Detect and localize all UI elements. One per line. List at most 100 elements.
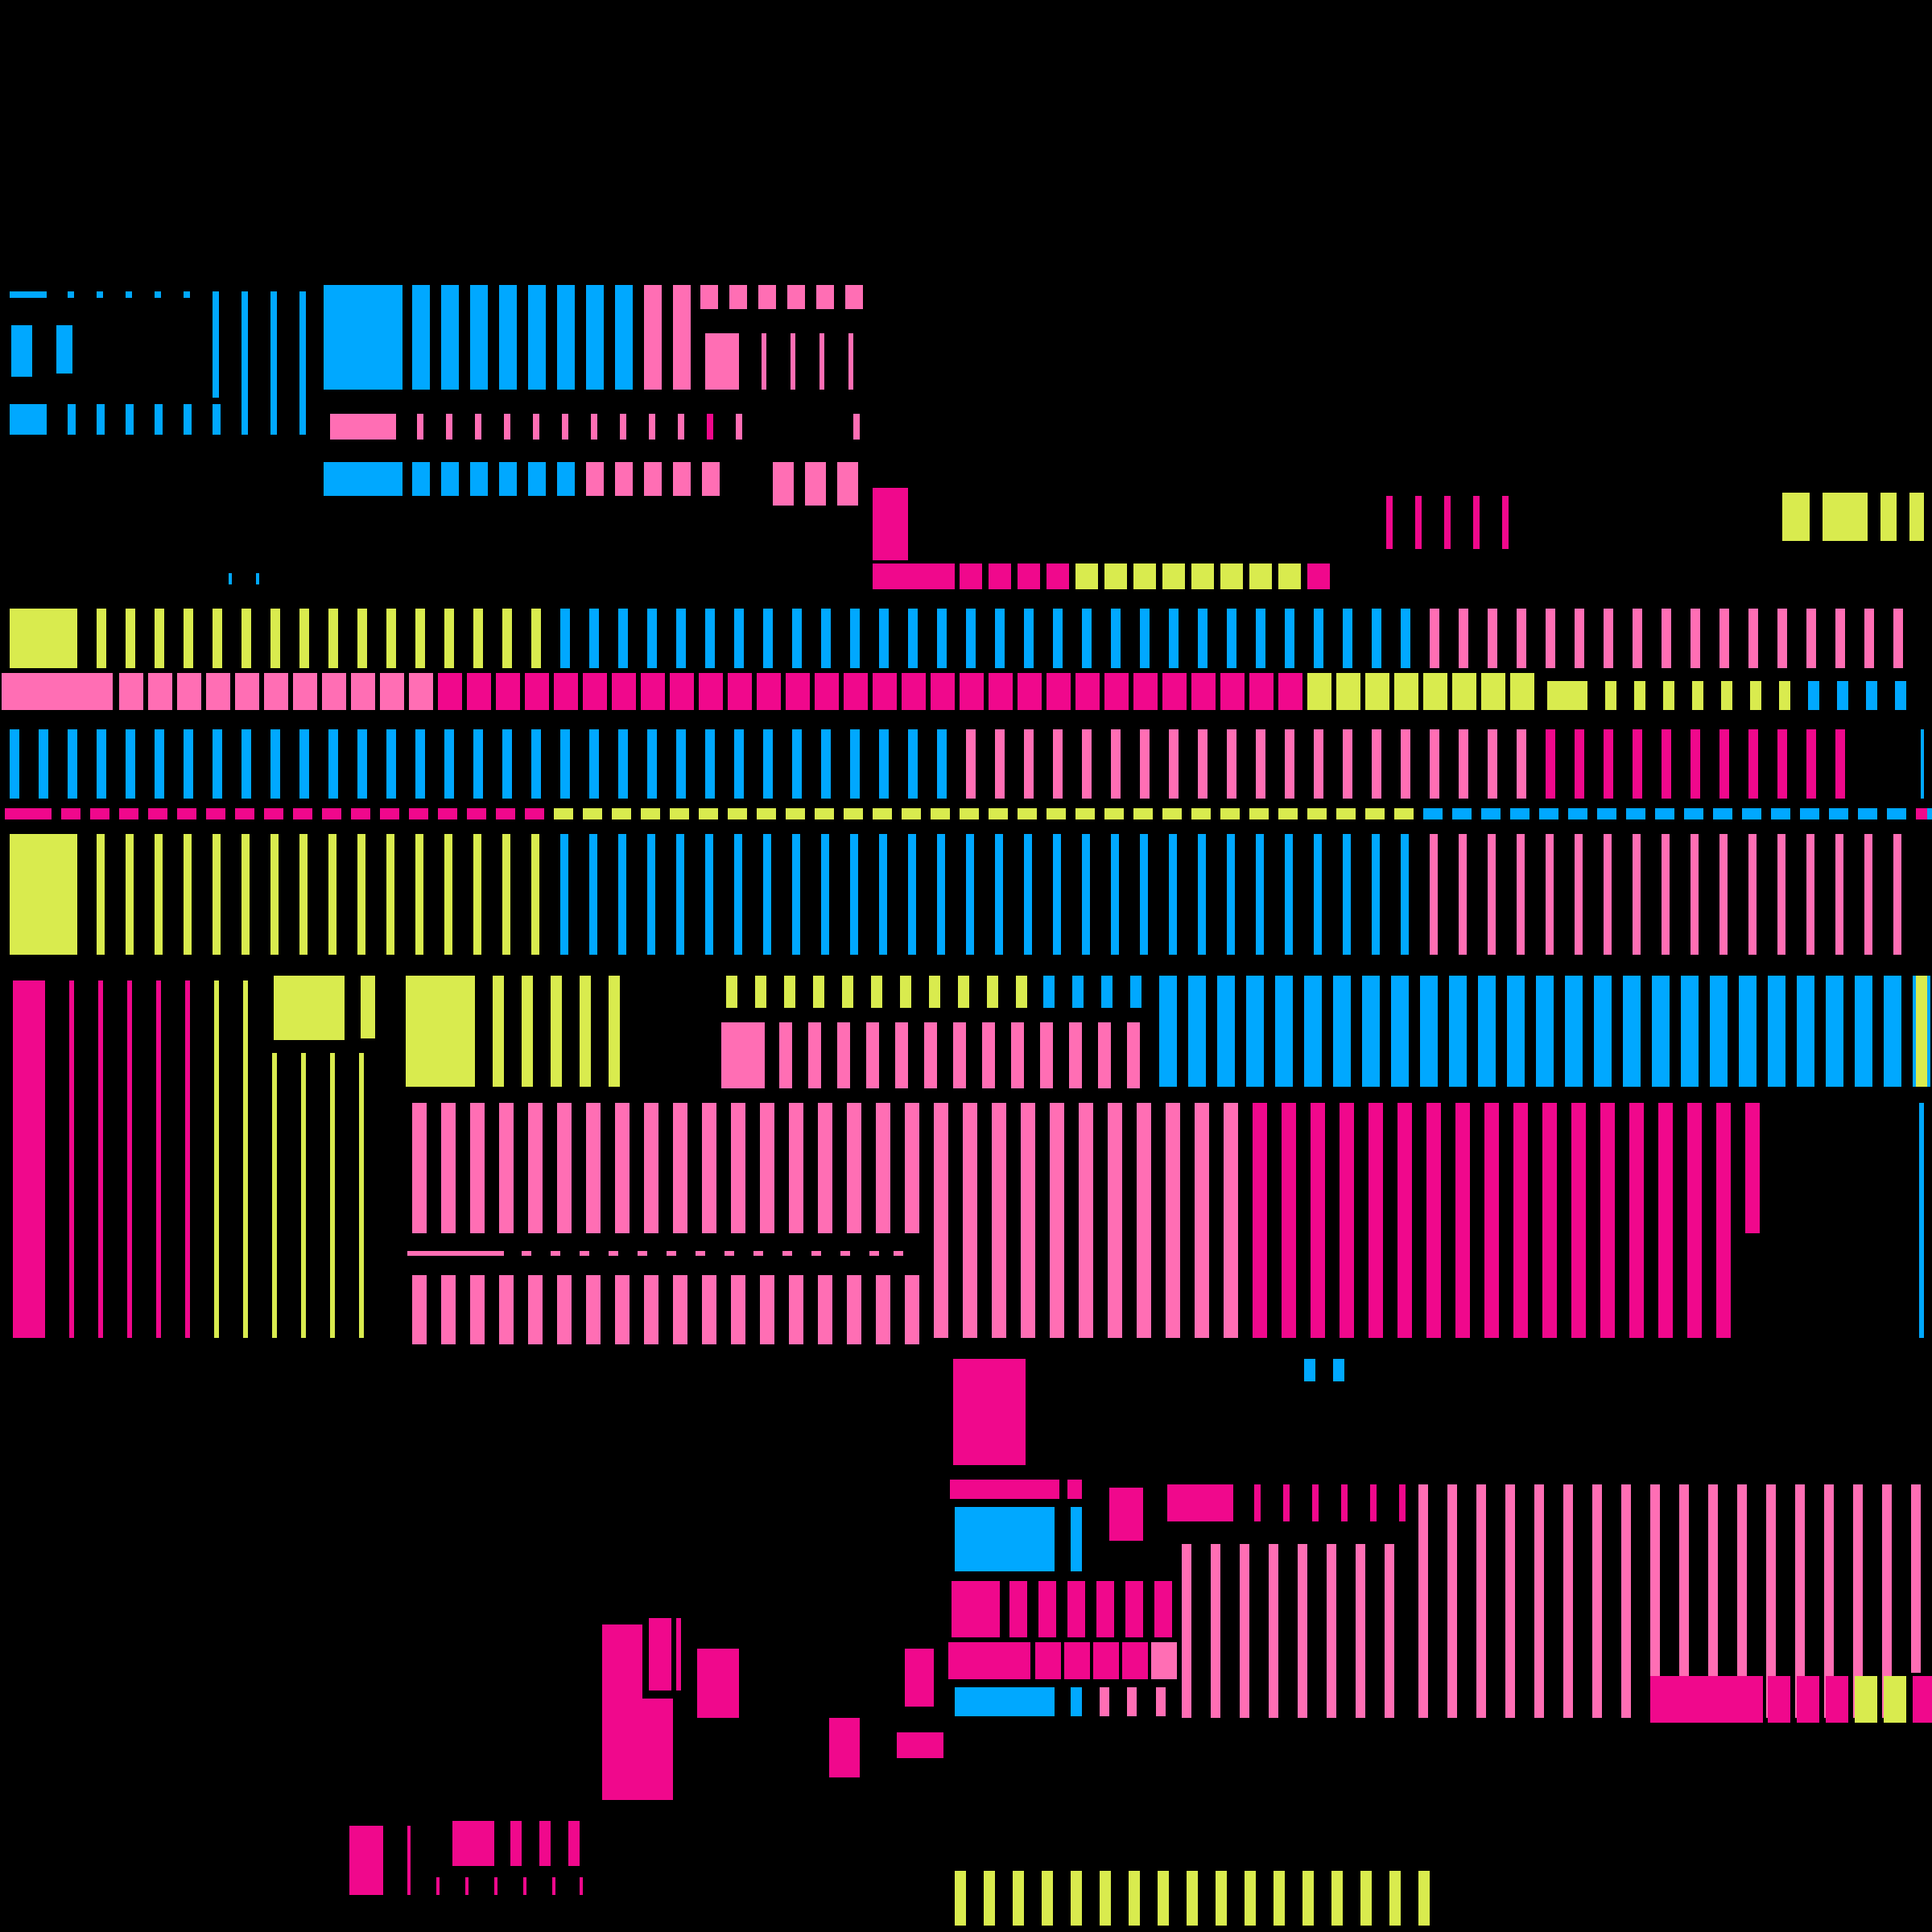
pattern-bar-295 xyxy=(264,808,283,819)
pattern-bar-132 xyxy=(1111,609,1121,668)
pattern-bar-207 xyxy=(1452,673,1476,710)
pattern-bar-667 xyxy=(1154,1581,1172,1637)
pattern-bar-133 xyxy=(1140,609,1150,668)
pattern-bar-6 xyxy=(213,291,219,398)
pattern-bar-405 xyxy=(1546,834,1554,955)
pattern-bar-349 xyxy=(1829,808,1848,819)
pattern-bar-339 xyxy=(1539,808,1558,819)
pattern-bar-290 xyxy=(119,808,138,819)
pattern-bar-504 xyxy=(673,1103,687,1233)
pattern-bar-131 xyxy=(1082,609,1092,668)
pattern-bar-299 xyxy=(380,808,399,819)
pattern-bar-463 xyxy=(1040,1022,1053,1088)
pattern-bar-435 xyxy=(551,976,562,1087)
pattern-bar-720 xyxy=(1360,1871,1372,1926)
pattern-bar-263 xyxy=(1198,729,1208,799)
pattern-bar-90 xyxy=(1473,496,1480,549)
pattern-bar-27 xyxy=(615,285,633,390)
pattern-bar-511 xyxy=(876,1103,890,1233)
pattern-bar-410 xyxy=(1690,834,1699,955)
pattern-bar-7 xyxy=(11,325,32,377)
pattern-bar-330 xyxy=(1278,808,1298,819)
pattern-bar-300 xyxy=(409,808,428,819)
pattern-bar-147 xyxy=(1546,609,1555,668)
pattern-bar-401 xyxy=(1430,834,1438,955)
pattern-bar-454 xyxy=(779,1022,792,1088)
pattern-bar-694 xyxy=(349,1826,383,1895)
pattern-bar-310 xyxy=(699,808,718,819)
pattern-bar-241 xyxy=(560,729,570,799)
pattern-bar-495 xyxy=(412,1103,427,1233)
pattern-bar-374 xyxy=(647,834,655,955)
pattern-bar-690 xyxy=(697,1649,739,1718)
pattern-bar-253 xyxy=(908,729,918,799)
pattern-bar-25 xyxy=(557,285,575,390)
pattern-bar-199 xyxy=(1220,673,1245,710)
pattern-bar-473 xyxy=(1333,976,1351,1087)
pattern-bar-393 xyxy=(1198,834,1206,955)
pattern-bar-24 xyxy=(528,285,546,390)
pattern-bar-320 xyxy=(989,808,1008,819)
pattern-bar-403 xyxy=(1488,834,1496,955)
pattern-bar-174 xyxy=(496,673,520,710)
pattern-bar-166 xyxy=(264,673,288,710)
pattern-bar-348 xyxy=(1800,808,1819,819)
pattern-bar-677 xyxy=(1127,1687,1137,1716)
pattern-bar-344 xyxy=(1684,808,1703,819)
pattern-bar-106 xyxy=(357,609,367,668)
pattern-bar-407 xyxy=(1604,834,1612,955)
pattern-bar-127 xyxy=(966,609,976,668)
pattern-bar-36 xyxy=(705,333,739,390)
pattern-bar-45 xyxy=(504,414,510,440)
pattern-bar-340 xyxy=(1568,808,1587,819)
pattern-bar-265 xyxy=(1256,729,1265,799)
pattern-bar-48 xyxy=(591,414,597,440)
pattern-bar-317 xyxy=(902,808,921,819)
pattern-bar-160 xyxy=(2,673,113,710)
pattern-bar-21 xyxy=(441,285,459,390)
pattern-bar-19 xyxy=(324,285,402,390)
pattern-bar-470 xyxy=(1246,976,1264,1087)
pattern-bar-291 xyxy=(148,808,167,819)
pattern-bar-15 xyxy=(213,404,221,435)
pattern-bar-588 xyxy=(470,1275,485,1344)
pattern-bar-455 xyxy=(808,1022,821,1088)
pattern-bar-388 xyxy=(1053,834,1061,955)
pattern-bar-198 xyxy=(1191,673,1216,710)
pattern-bar-598 xyxy=(760,1275,774,1344)
pattern-bar-324 xyxy=(1104,808,1124,819)
pattern-bar-379 xyxy=(792,834,800,955)
pattern-bar-219 xyxy=(1837,681,1848,710)
pattern-bar-123 xyxy=(850,609,860,668)
pattern-bar-308 xyxy=(641,808,660,819)
pattern-bar-86 xyxy=(1307,564,1330,589)
pattern-bar-366 xyxy=(415,834,423,955)
pattern-bar-274 xyxy=(1517,729,1526,799)
pattern-bar-139 xyxy=(1314,609,1323,668)
pattern-bar-312 xyxy=(757,808,776,819)
pattern-bar-698 xyxy=(539,1821,551,1866)
pattern-bar-42 xyxy=(417,414,423,440)
pattern-bar-338 xyxy=(1510,808,1530,819)
pattern-bar-178 xyxy=(612,673,636,710)
pattern-bar-376 xyxy=(705,834,713,955)
pattern-bar-605 xyxy=(953,1359,1026,1465)
pattern-bar-13 xyxy=(155,404,163,435)
pattern-bar-279 xyxy=(1662,729,1671,799)
pattern-bar-109 xyxy=(444,609,454,668)
pattern-bar-168 xyxy=(322,673,346,710)
pattern-bar-47 xyxy=(562,414,568,440)
pattern-bar-150 xyxy=(1633,609,1642,668)
pattern-bar-713 xyxy=(1158,1871,1169,1926)
pattern-bar-500 xyxy=(557,1103,572,1233)
pattern-bar-266 xyxy=(1285,729,1294,799)
pattern-bar-475 xyxy=(1391,976,1409,1087)
pattern-bar-679 xyxy=(1650,1676,1763,1723)
pattern-bar-120 xyxy=(763,609,773,668)
pattern-bar-452 xyxy=(1130,976,1141,1008)
pattern-bar-712 xyxy=(1129,1871,1140,1926)
pattern-bar-462 xyxy=(1011,1022,1024,1088)
pattern-bar-249 xyxy=(792,729,802,799)
pattern-bar-229 xyxy=(213,729,222,799)
pattern-bar-705 xyxy=(580,1877,583,1895)
